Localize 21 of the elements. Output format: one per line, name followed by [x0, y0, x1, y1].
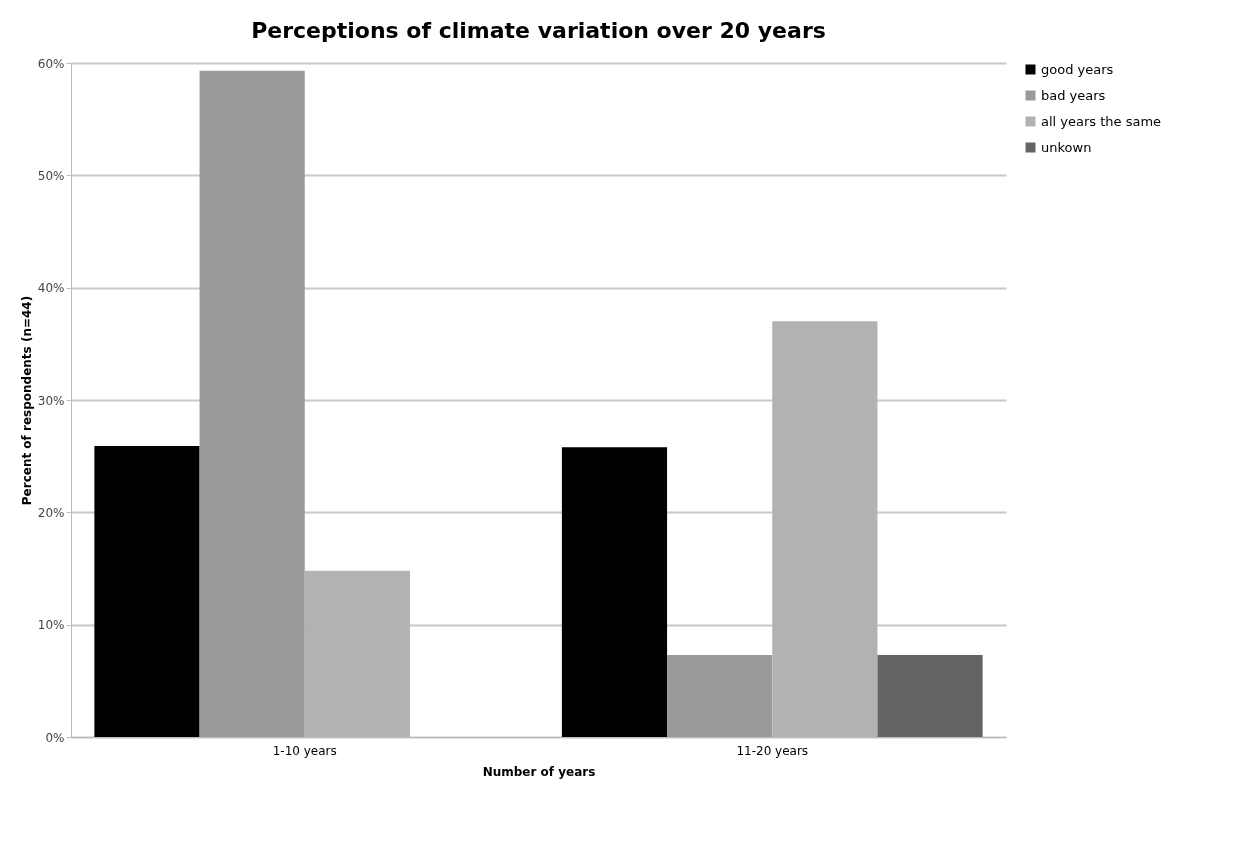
legend-label: all years the same — [1041, 113, 1162, 129]
y-tick-label: 50% — [37, 168, 65, 183]
legend-label: bad years — [1041, 87, 1106, 103]
y-tick-label: 20% — [37, 505, 65, 520]
bar — [877, 655, 983, 737]
x-tick-label: 11-20 years — [736, 743, 809, 758]
legend-label: unkown — [1041, 139, 1092, 155]
bar — [561, 447, 668, 737]
y-tick-label: 40% — [37, 281, 65, 296]
bar — [94, 446, 200, 737]
y-tick-label: 10% — [37, 618, 65, 633]
x-axis-title: Number of years — [482, 764, 596, 779]
bar — [667, 655, 773, 737]
bar — [199, 70, 305, 737]
y-tick-label: 0% — [45, 730, 65, 745]
y-tick-label: 30% — [37, 393, 65, 408]
x-tick-label: 1-10 years — [272, 743, 337, 758]
y-axis-title: Percent of respondents (n=44) — [19, 295, 34, 506]
legend-label: good years — [1041, 61, 1114, 77]
y-tick-label: 60% — [37, 56, 65, 71]
chart-title: Perceptions of climate variation over 20 years — [251, 18, 826, 43]
